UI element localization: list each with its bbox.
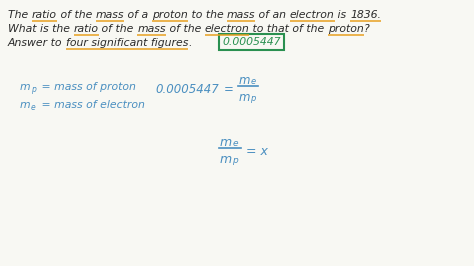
- Text: proton: proton: [328, 24, 364, 34]
- Text: Answer to: Answer to: [8, 38, 66, 48]
- Text: 0.0005447: 0.0005447: [155, 83, 219, 96]
- Text: mass: mass: [137, 24, 166, 34]
- Text: p: p: [31, 85, 36, 94]
- Text: 1836.: 1836.: [350, 10, 381, 20]
- Text: ratio: ratio: [32, 10, 57, 20]
- Text: The: The: [8, 10, 32, 20]
- Text: of the: of the: [166, 24, 205, 34]
- Text: to that of the: to that of the: [249, 24, 328, 34]
- Text: .: .: [188, 38, 192, 48]
- Text: m: m: [20, 82, 31, 92]
- Text: m: m: [238, 91, 250, 104]
- Text: electron: electron: [205, 24, 249, 34]
- Text: of the: of the: [57, 10, 96, 20]
- Text: 0.0005447: 0.0005447: [222, 37, 281, 47]
- Text: m: m: [220, 136, 232, 149]
- Text: ratio: ratio: [73, 24, 99, 34]
- Text: m: m: [238, 74, 250, 87]
- Text: of an: of an: [255, 10, 290, 20]
- Text: e: e: [31, 102, 36, 111]
- Text: mass: mass: [96, 10, 124, 20]
- Text: p: p: [250, 94, 255, 103]
- Text: electron: electron: [290, 10, 335, 20]
- Text: proton: proton: [152, 10, 188, 20]
- Text: = mass of proton: = mass of proton: [37, 82, 136, 92]
- Text: of a: of a: [124, 10, 152, 20]
- Text: is: is: [335, 10, 350, 20]
- Text: = mass of electron: = mass of electron: [37, 100, 145, 110]
- Text: = x: = x: [246, 145, 268, 158]
- Text: four significant figures: four significant figures: [66, 38, 188, 48]
- Text: p: p: [232, 156, 238, 165]
- Text: What is the: What is the: [8, 24, 73, 34]
- Text: to the: to the: [188, 10, 227, 20]
- Text: mass: mass: [227, 10, 255, 20]
- Text: m: m: [20, 100, 31, 110]
- Text: m: m: [220, 153, 232, 166]
- Text: =: =: [224, 83, 234, 96]
- Text: e: e: [232, 139, 237, 148]
- Text: of the: of the: [99, 24, 137, 34]
- Text: e: e: [250, 77, 255, 86]
- Text: ?: ?: [364, 24, 370, 34]
